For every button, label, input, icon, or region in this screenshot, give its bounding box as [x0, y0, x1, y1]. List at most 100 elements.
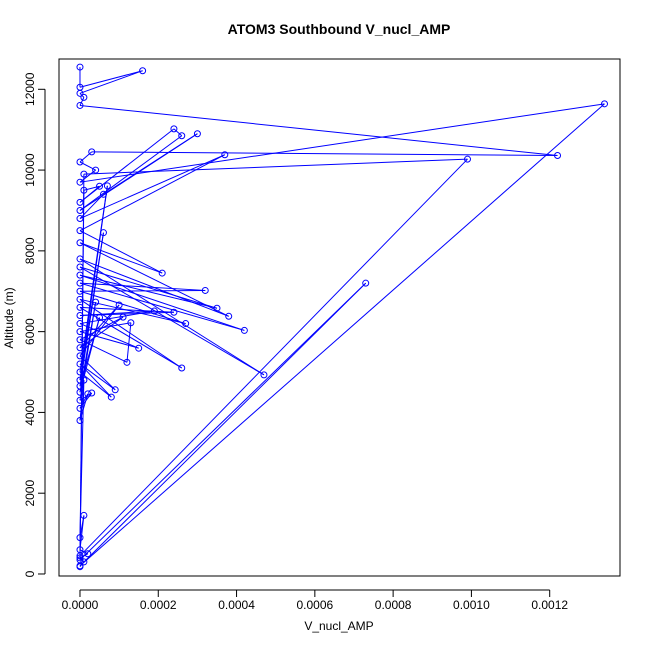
x-tick-label: 0.0002: [140, 598, 177, 612]
series-segment: [79, 193, 104, 219]
series-segment: [79, 298, 186, 325]
data-point: [76, 263, 84, 271]
data-point: [170, 308, 178, 316]
data-point: [76, 295, 84, 303]
data-point: [76, 101, 84, 109]
x-tick-label: 0.0004: [218, 598, 255, 612]
data-point: [76, 206, 84, 214]
y-tick-label: 0: [23, 570, 37, 577]
data-point: [150, 307, 158, 315]
data-point: [96, 314, 104, 321]
y-tick-label: 2000: [23, 480, 37, 507]
data-point: [76, 178, 84, 186]
series-segment: [79, 104, 558, 157]
data-point: [80, 558, 88, 566]
data-point: [92, 166, 100, 174]
data-point: [115, 301, 123, 309]
data-point: [76, 198, 84, 206]
series-segment: [79, 339, 128, 363]
data-point: [80, 511, 88, 519]
x-axis: 0.0000 0.0002 0.0004 0.0006 0.0008 0.0010 0.00…: [62, 589, 568, 612]
series-segment: [79, 128, 175, 203]
data-point: [76, 279, 84, 287]
series-segment: [103, 133, 198, 195]
series-segment: [79, 310, 155, 316]
data-point: [84, 390, 92, 398]
data-point: [96, 182, 104, 190]
data-point: [80, 376, 88, 384]
data-point: [76, 404, 84, 412]
series-segment: [79, 515, 85, 550]
data-point: [76, 360, 84, 368]
data-point: [107, 393, 115, 401]
series-segment: [79, 154, 226, 232]
x-tick-label: 0.0010: [453, 598, 490, 612]
data-point: [76, 215, 84, 223]
data-point: [76, 563, 84, 571]
data-point: [76, 255, 84, 263]
x-tick-label: 0.0000: [62, 598, 99, 612]
data-point: [76, 336, 84, 344]
data-point: [76, 271, 84, 279]
series-segment: [79, 371, 112, 398]
data-point: [99, 229, 107, 237]
y-tick-label: 10000: [23, 153, 37, 187]
series-segment: [79, 282, 367, 561]
data-point: [193, 130, 201, 138]
series-segment: [79, 393, 89, 421]
data-point: [158, 269, 166, 277]
series-segment: [79, 258, 265, 376]
data-point: [80, 186, 88, 194]
data-point: [76, 320, 84, 328]
data-point: [76, 556, 84, 564]
series-segment: [79, 70, 143, 94]
data-point: [76, 388, 84, 396]
series-segment: [79, 549, 89, 555]
data-point: [76, 534, 84, 542]
plot-box: [58, 58, 621, 577]
data-point: [76, 396, 84, 404]
series-segment: [79, 230, 163, 274]
data-point: [76, 416, 84, 424]
data-point: [76, 311, 84, 319]
data-point: [76, 287, 84, 295]
y-tick-label: 6000: [23, 318, 37, 345]
data-point: [225, 312, 233, 320]
data-point: [76, 328, 84, 336]
series-segment: [79, 380, 85, 538]
series-segment: [79, 298, 183, 369]
series-segment: [79, 306, 174, 313]
data-point: [80, 93, 88, 101]
data-point: [84, 550, 92, 558]
data-point: [76, 344, 84, 352]
series-segment: [79, 316, 124, 349]
data-point: [76, 546, 84, 554]
data-point: [178, 364, 186, 372]
x-axis-label: V_nucl_AMP: [304, 619, 373, 633]
x-tick-label: 0.0008: [375, 598, 412, 612]
data-point: [76, 227, 84, 235]
data-point: [135, 344, 143, 352]
series-segment: [79, 306, 183, 369]
data-point: [260, 371, 268, 379]
data-point: [76, 368, 84, 376]
x-tick-label: 0.0012: [531, 598, 568, 612]
series-segment: [79, 232, 104, 387]
data-point: [88, 389, 96, 397]
data-point: [170, 125, 178, 133]
data-point: [362, 279, 370, 287]
series-layer: [76, 63, 608, 571]
data-point: [76, 352, 84, 360]
data-point: [201, 286, 209, 294]
series-group: [76, 63, 608, 571]
series-segment: [79, 158, 468, 557]
data-point: [88, 148, 96, 156]
data-point: [221, 151, 229, 159]
data-point: [76, 239, 84, 247]
data-point: [123, 358, 131, 366]
series-segment: [79, 304, 120, 357]
series-segment: [79, 242, 163, 274]
y-tick-label: 4000: [23, 399, 37, 426]
data-point: [92, 298, 100, 306]
x-tick-label: 0.0006: [296, 598, 333, 612]
